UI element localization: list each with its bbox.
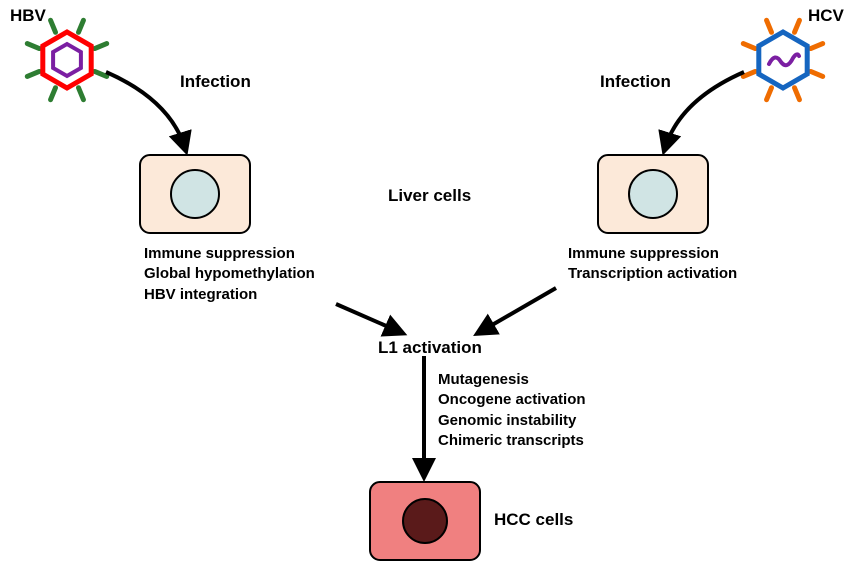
infection-left-label: Infection xyxy=(180,72,251,92)
hcv-label: HCV xyxy=(808,6,844,26)
l1-activation-label: L1 activation xyxy=(378,338,482,358)
hcv-effects-text: Immune suppressionTranscription activati… xyxy=(568,244,737,285)
hbv-label: HBV xyxy=(10,6,46,26)
hcc-cell-icon xyxy=(370,482,480,560)
arrow-hcv-to-liver xyxy=(665,72,744,148)
liver-cell-left-icon xyxy=(140,155,250,233)
hbv-effects-text: Immune suppressionGlobal hypomethylation… xyxy=(144,244,315,305)
hcc-cells-label: HCC cells xyxy=(494,510,573,530)
hbv-virus-icon xyxy=(27,20,106,99)
hcv-virus-icon xyxy=(743,20,822,99)
arrow-hbv-to-liver xyxy=(106,72,185,148)
liver-cells-label: Liver cells xyxy=(388,186,471,206)
l1-effects-text: MutagenesisOncogene activationGenomic in… xyxy=(438,370,586,451)
infection-right-label: Infection xyxy=(600,72,671,92)
arrow-liver-left-to-l1 xyxy=(336,304,400,332)
arrow-liver-right-to-l1 xyxy=(480,288,556,332)
diagram-canvas xyxy=(0,0,850,572)
liver-cell-right-icon xyxy=(598,155,708,233)
